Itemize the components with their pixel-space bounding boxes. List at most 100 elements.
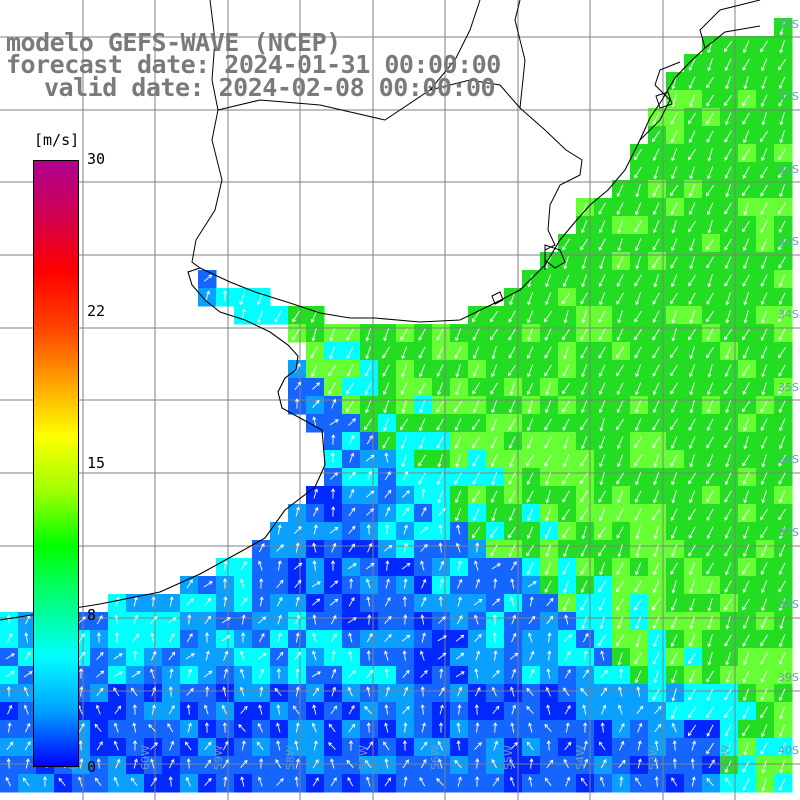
wind-arrow-head xyxy=(404,542,408,547)
wind-arrow-head xyxy=(566,776,571,781)
wind-arrow xyxy=(671,598,678,611)
wind-arrow xyxy=(725,724,732,737)
wind-arrow xyxy=(80,740,82,751)
wind-arrow xyxy=(634,436,643,448)
wind-arrow-head xyxy=(549,615,554,620)
wind-arrow-head xyxy=(315,777,319,782)
wind-arrow-head xyxy=(567,669,571,674)
wind-arrow xyxy=(778,166,787,178)
wind-arrow xyxy=(295,741,299,751)
wind-arrow-head xyxy=(779,121,784,126)
wind-arrow-head xyxy=(383,427,387,432)
wind-arrow xyxy=(401,563,411,570)
wind-arrow-head xyxy=(401,409,406,414)
wind-arrow xyxy=(617,616,624,629)
wind-arrow-head xyxy=(168,686,173,691)
wind-arrow-head xyxy=(418,390,423,395)
wind-arrow-head xyxy=(761,391,766,396)
wind-arrow-head xyxy=(508,552,513,557)
wind-arrow-head xyxy=(652,120,657,126)
wind-arrow xyxy=(277,561,281,571)
colorbar-tick-0: 0 xyxy=(87,758,97,776)
wind-arrow-head xyxy=(562,408,566,413)
wind-arrow xyxy=(457,561,462,571)
wind-arrow xyxy=(581,544,588,557)
wind-arrow xyxy=(580,328,588,341)
wind-arrow xyxy=(707,688,714,701)
wind-arrow-head xyxy=(423,741,428,746)
wind-arrow xyxy=(744,310,749,323)
wind-arrow xyxy=(634,220,642,233)
wind-arrow xyxy=(402,759,409,769)
wind-arrow xyxy=(509,508,516,521)
wind-arrow-head xyxy=(118,671,123,675)
wind-arrow-head xyxy=(743,301,748,306)
wind-arrow-head xyxy=(350,452,355,457)
wind-arrow-head xyxy=(474,704,479,709)
wind-arrow-head xyxy=(778,462,783,467)
wind-arrow-head xyxy=(439,668,444,673)
wind-arrow xyxy=(726,652,731,665)
wind-arrow xyxy=(742,274,750,287)
wind-arrow-head xyxy=(509,301,514,306)
wind-arrow xyxy=(706,94,714,107)
wind-arrow xyxy=(186,777,191,787)
wind-arrow-head xyxy=(670,372,674,377)
colorbar-tick-8: 8 xyxy=(87,606,97,624)
wind-arrow xyxy=(367,687,371,697)
wind-arrow xyxy=(491,400,498,413)
wind-arrow-head xyxy=(616,534,621,539)
wind-arrow-head xyxy=(366,524,371,529)
wind-arrow xyxy=(276,597,283,607)
wind-arrow xyxy=(670,652,678,665)
wind-arrow xyxy=(599,562,606,575)
wind-arrow-head xyxy=(671,697,676,702)
wind-arrow-head xyxy=(580,777,585,782)
wind-arrow xyxy=(672,580,677,593)
wind-arrow xyxy=(24,741,31,751)
wind-arrow xyxy=(706,706,715,718)
wind-arrow-head xyxy=(151,704,156,709)
wind-arrow xyxy=(653,112,660,125)
wind-arrow-head xyxy=(617,463,621,468)
wind-arrow-head xyxy=(563,319,568,324)
wind-arrow-head xyxy=(478,742,482,746)
wind-arrow-head xyxy=(190,653,195,657)
wind-arrow-head xyxy=(494,740,499,745)
wind-arrow-head xyxy=(170,740,175,745)
wind-arrow xyxy=(292,328,300,340)
wind-arrow xyxy=(418,328,426,341)
wind-arrow xyxy=(779,634,786,647)
wind-arrow-head xyxy=(602,704,607,709)
wind-arrow-head xyxy=(706,750,710,755)
wind-arrow-head xyxy=(616,570,621,575)
wind-arrow xyxy=(221,617,231,624)
wind-arrow xyxy=(418,454,426,467)
wind-arrow xyxy=(527,364,534,377)
wind-arrow xyxy=(706,292,714,305)
wind-arrow xyxy=(258,633,265,643)
wind-arrow xyxy=(439,524,442,535)
wind-arrow xyxy=(780,112,785,125)
wind-arrow xyxy=(562,364,570,377)
wind-arrow xyxy=(545,508,552,521)
wind-arrow xyxy=(527,436,534,449)
wind-arrow xyxy=(168,633,175,643)
wind-arrow xyxy=(148,724,156,732)
wind-arrow-head xyxy=(148,724,153,728)
wind-arrow-head xyxy=(742,120,747,125)
wind-arrow-head xyxy=(490,463,495,468)
wind-arrow xyxy=(599,400,606,413)
wind-arrow xyxy=(313,615,316,625)
wind-arrow xyxy=(708,364,713,377)
wind-arrow xyxy=(672,490,677,503)
wind-arrow xyxy=(688,706,697,718)
wind-arrow-head xyxy=(27,741,31,746)
wind-arrow xyxy=(295,776,298,787)
wind-arrow-head xyxy=(706,516,711,521)
wind-arrow-head xyxy=(761,733,765,738)
wind-arrow-head xyxy=(654,776,659,781)
wind-arrow xyxy=(689,94,696,107)
wind-arrow-head xyxy=(472,462,477,467)
wind-arrow xyxy=(671,436,678,449)
